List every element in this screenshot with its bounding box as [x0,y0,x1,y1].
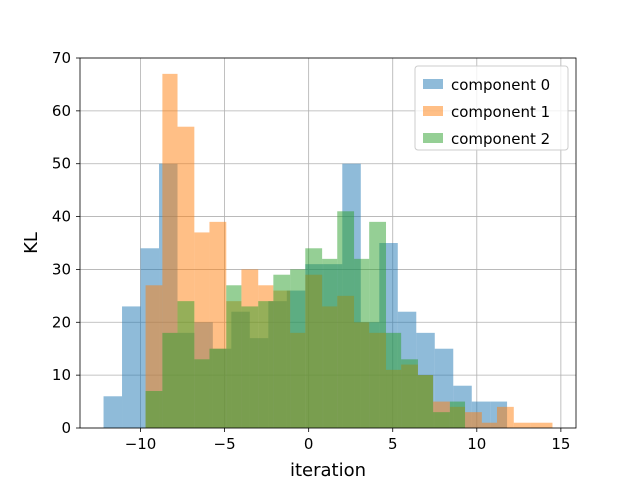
axis-ticks: −10 −5 0 5 10 15 0 10 20 30 40 50 60 70 [52,49,571,453]
histogram-bar [496,406,514,428]
histogram-bar [401,359,418,428]
histogram-bars [103,73,553,428]
legend-box [414,65,569,151]
y-tick-label: 0 [61,419,71,437]
histogram-bar [369,221,387,428]
histogram-bar [354,258,370,428]
histogram-bar [194,359,210,428]
x-tick-label: 15 [551,435,570,453]
histogram-bar [162,332,178,428]
histogram-bar [103,396,123,428]
series-2 [145,211,466,428]
histogram-bar [513,422,531,428]
legend-label: component 1 [451,103,550,121]
y-tick-label: 20 [52,313,71,331]
histogram-bar [337,211,355,428]
histogram-bar [465,412,482,428]
histogram-bar [226,285,242,428]
y-tick-label: 10 [52,366,71,384]
y-tick-label: 30 [52,260,71,278]
histogram-bar [530,422,553,428]
plot-frame [79,57,577,429]
histogram-bar [449,401,466,428]
histogram-bar [322,258,338,428]
histogram-bar [177,301,195,428]
histogram-bar [386,332,402,428]
x-tick-label: −10 [125,435,157,453]
legend-swatch [423,79,443,89]
x-tick-label: 10 [467,435,486,453]
legend-label: component 0 [451,76,550,94]
y-tick-label: 60 [52,102,71,120]
histogram-bar [258,301,274,428]
legend-label: component 2 [451,130,550,148]
histogram-bar [433,412,450,428]
histogram-bar [209,348,227,428]
x-tick-label: 0 [304,435,314,453]
histogram-bar [417,375,434,428]
x-tick-label: 5 [388,435,398,453]
y-tick-label: 40 [52,208,71,226]
histogram-bar [145,391,163,428]
histogram-bar [305,248,323,428]
x-tick-label: −5 [214,435,236,453]
histogram-bar [290,269,306,428]
histogram-bar [481,422,497,428]
histogram-bar [273,274,291,428]
legend: component 0 component 1 component 2 [414,65,569,151]
y-tick-label: 70 [52,49,71,67]
x-axis-title: iteration [290,460,366,480]
y-tick-label: 50 [52,155,71,173]
histogram-bar [241,306,259,428]
legend-swatch [423,106,443,116]
histogram-bar [122,306,141,428]
y-axis-title: KL [21,232,42,254]
legend-swatch [423,133,443,143]
